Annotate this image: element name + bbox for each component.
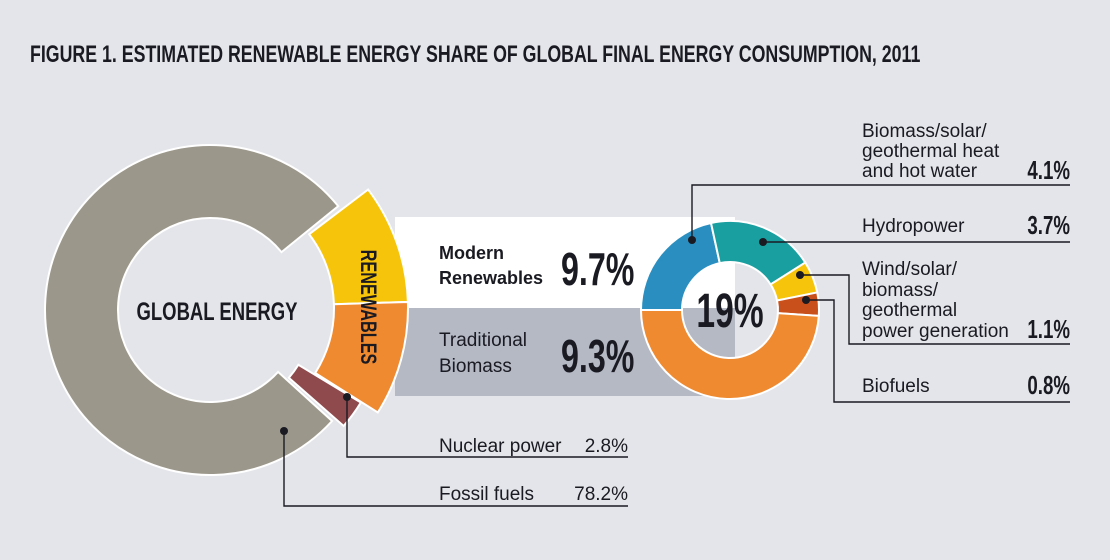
leader-wind <box>800 274 1070 345</box>
breakdown-center-label: 19% <box>696 283 763 337</box>
wind-label-line3: geothermal <box>862 300 957 321</box>
modern-renewables-line1: Modern <box>439 243 504 263</box>
traditional-biomass-line2: Biomass <box>439 356 512 377</box>
hydro-label: Hydropower <box>862 216 965 237</box>
heat-label-line2: geothermal heat <box>862 141 1000 162</box>
modern-renewables-value: 9.7% <box>561 244 634 295</box>
dot-nuclear <box>343 393 351 401</box>
wind-value: 1.1% <box>1027 314 1070 344</box>
dot-wind <box>796 271 804 279</box>
heat-value: 4.1% <box>1027 155 1070 185</box>
nuclear-value: 2.8% <box>585 436 628 457</box>
wind-label-line4: power generation <box>862 321 1009 342</box>
leader-nuclear <box>346 397 628 458</box>
nuclear-label: Nuclear power <box>439 436 562 457</box>
chart-title: FIGURE 1. ESTIMATED RENEWABLE ENERGY SHA… <box>30 42 921 68</box>
dot-fossil <box>280 427 288 435</box>
dot-hydro <box>759 238 767 246</box>
dot-biofuels <box>802 296 810 304</box>
biofuels-value: 0.8% <box>1027 370 1070 400</box>
modern-renewables-line2: Renewables <box>439 268 543 288</box>
leader-fossil <box>283 431 628 507</box>
breakdown-slice-4 <box>639 309 820 400</box>
heat-label-line1: Biomass/solar/ <box>862 121 987 142</box>
fossil-value: 78.2% <box>574 484 628 505</box>
traditional-biomass-line1: Traditional <box>439 330 527 351</box>
wind-label-line2: biomass/ <box>862 280 939 301</box>
global-energy-label: GLOBAL ENERGY <box>137 297 298 325</box>
slice-nuclear-power <box>287 363 363 428</box>
wind-label-line1: Wind/solar/ <box>862 259 958 280</box>
heat-label-line3: and hot water <box>862 161 978 182</box>
dot-heat <box>688 236 696 244</box>
slice-fossil-fuels <box>44 144 340 476</box>
fossil-label: Fossil fuels <box>439 484 534 505</box>
renewables-label: RENEWABLES <box>355 250 380 365</box>
leader-heat <box>691 184 1070 240</box>
biofuels-label: Biofuels <box>862 376 930 397</box>
hydro-value: 3.7% <box>1027 210 1070 240</box>
traditional-biomass-value: 9.3% <box>561 331 634 382</box>
slice-traditional-biomass <box>313 300 409 414</box>
leader-biofuels <box>806 299 1070 403</box>
